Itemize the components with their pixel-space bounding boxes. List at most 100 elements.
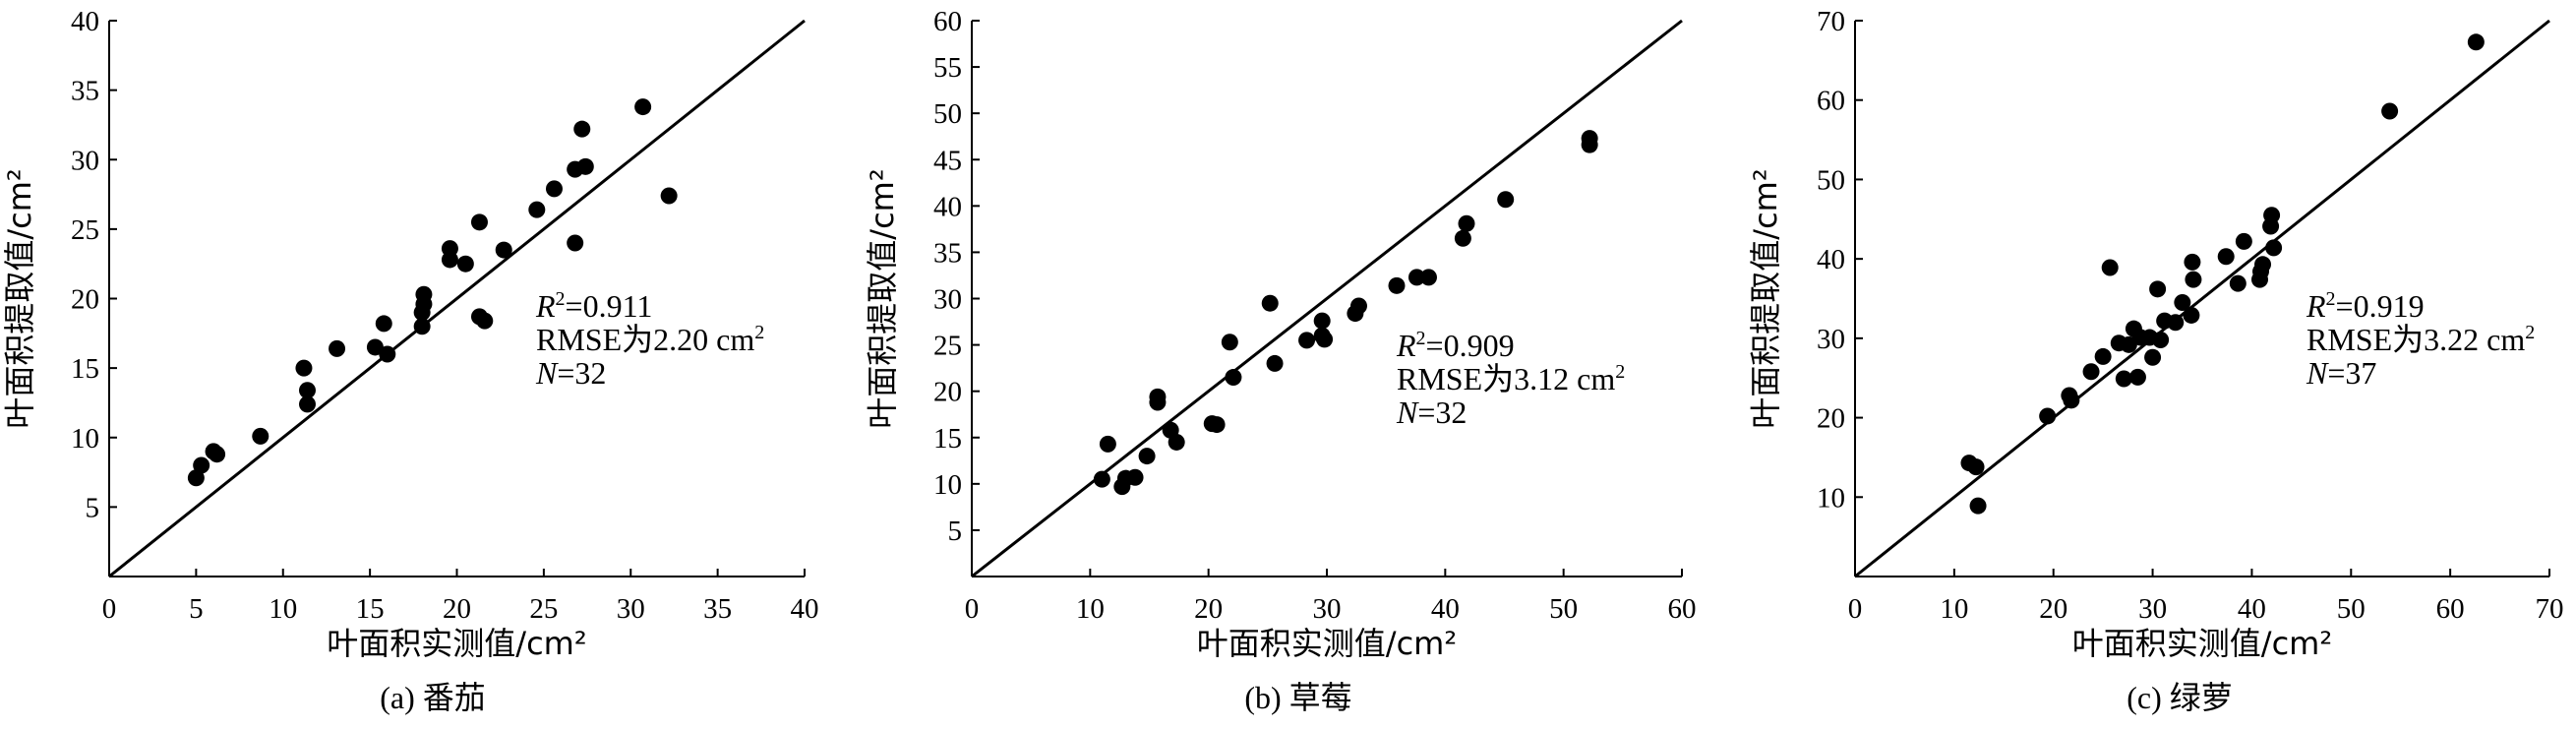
data-point bbox=[298, 395, 316, 413]
data-point bbox=[470, 213, 488, 231]
y-tick-label: 5 bbox=[86, 492, 100, 523]
data-point bbox=[1408, 269, 1425, 286]
x-tick-label: 30 bbox=[2138, 593, 2167, 625]
data-point bbox=[252, 427, 270, 445]
y-tick-label: 30 bbox=[71, 145, 99, 176]
x-tick-label: 30 bbox=[1313, 593, 1342, 625]
data-point bbox=[2265, 239, 2283, 257]
rmse-text: RMSE为3.12 cm2 bbox=[1397, 361, 1625, 396]
data-point bbox=[2115, 370, 2132, 388]
y-tick-label: 10 bbox=[71, 423, 99, 455]
n-value: =32 bbox=[1417, 395, 1467, 430]
x-tick-label: 10 bbox=[1076, 593, 1105, 625]
n-text: N=32 bbox=[1396, 395, 1467, 430]
x-tick-label: 30 bbox=[617, 593, 645, 625]
y-tick-label: 15 bbox=[933, 423, 962, 455]
y-tick-label: 55 bbox=[933, 52, 962, 84]
data-point bbox=[1298, 332, 1316, 349]
data-point bbox=[2149, 280, 2167, 298]
y-tick-label: 50 bbox=[1817, 164, 1845, 196]
data-point bbox=[2254, 256, 2272, 273]
data-point bbox=[1149, 394, 1167, 411]
x-tick-label: 40 bbox=[791, 593, 819, 625]
reference-line bbox=[108, 19, 806, 578]
x-tick-label: 0 bbox=[1848, 593, 1863, 625]
data-point bbox=[2144, 348, 2162, 366]
data-point bbox=[573, 120, 591, 138]
x-tick-label: 50 bbox=[1549, 593, 1578, 625]
data-point bbox=[1458, 214, 1475, 232]
data-point bbox=[379, 345, 396, 363]
data-point bbox=[298, 382, 316, 399]
r-squared-text: R2=0.919 bbox=[2306, 288, 2425, 324]
data-point bbox=[660, 187, 678, 205]
y-axis-title: 叶面积提取值/cm² bbox=[1747, 168, 1784, 428]
r-symbol: R bbox=[2306, 288, 2326, 324]
data-point bbox=[441, 251, 458, 269]
data-point bbox=[2063, 392, 2080, 409]
y-tick-label: 30 bbox=[1817, 324, 1845, 355]
x-tick-label: 70 bbox=[2536, 593, 2564, 625]
data-point bbox=[2174, 294, 2191, 312]
y-tick-label: 10 bbox=[1817, 482, 1845, 514]
n-symbol: N bbox=[535, 355, 559, 391]
data-point bbox=[1126, 468, 1144, 486]
rmse-text: RMSE为3.22 cm2 bbox=[2306, 322, 2535, 357]
y-tick-label: 20 bbox=[1817, 403, 1845, 435]
y-axis-title: 叶面积提取值/cm² bbox=[864, 168, 901, 428]
data-point bbox=[456, 255, 474, 273]
x-axis-title: 叶面积实测值/cm² bbox=[1197, 625, 1457, 662]
r-squared-value: =0.919 bbox=[2336, 288, 2425, 324]
y-tick-label: 5 bbox=[948, 516, 963, 547]
chart-caption: (c) 绿萝 bbox=[2127, 680, 2233, 715]
r-symbol: R bbox=[535, 288, 556, 324]
n-value: =32 bbox=[557, 355, 606, 391]
y-tick-label: 60 bbox=[1817, 86, 1845, 117]
data-point bbox=[1138, 448, 1156, 465]
y-tick-label: 35 bbox=[71, 76, 99, 107]
r-symbol: R bbox=[1396, 328, 1416, 363]
x-tick-label: 40 bbox=[1431, 593, 1460, 625]
superscript-2: 2 bbox=[754, 322, 764, 343]
data-point bbox=[2082, 363, 2100, 381]
data-point bbox=[1349, 297, 1367, 315]
data-point bbox=[495, 241, 512, 259]
data-point bbox=[295, 359, 313, 377]
y-tick-label: 30 bbox=[933, 284, 962, 316]
data-point bbox=[1099, 435, 1116, 453]
x-tick-label: 5 bbox=[189, 593, 204, 625]
data-point bbox=[1261, 294, 1279, 312]
data-point bbox=[2128, 368, 2146, 386]
superscript-2: 2 bbox=[1615, 361, 1625, 383]
y-tick-label: 35 bbox=[933, 237, 962, 269]
x-tick-label: 20 bbox=[443, 593, 471, 625]
data-point bbox=[576, 157, 594, 175]
x-tick-label: 35 bbox=[703, 593, 732, 625]
chart-caption: (a) 番茄 bbox=[380, 680, 486, 715]
x-tick-label: 60 bbox=[1668, 593, 1697, 625]
data-point bbox=[1266, 354, 1284, 372]
data-point bbox=[2101, 259, 2119, 276]
data-point bbox=[2183, 306, 2200, 324]
data-point bbox=[2217, 248, 2235, 266]
x-tick-label: 20 bbox=[1194, 593, 1223, 625]
x-tick-label: 40 bbox=[2238, 593, 2266, 625]
reference-line bbox=[1854, 19, 2550, 578]
chart-1: 0 5 10 15 20 25 30 35 40 5 10 15 20 25 30 35 40 叶面积实测值/cm… bbox=[1, 6, 819, 715]
reference-line bbox=[971, 19, 1683, 578]
y-tick-label: 40 bbox=[71, 6, 99, 37]
data-point bbox=[1221, 334, 1238, 351]
x-tick-label: 0 bbox=[965, 593, 980, 625]
y-tick-label: 70 bbox=[1817, 6, 1845, 37]
data-point bbox=[1225, 369, 1242, 387]
x-tick-label: 60 bbox=[2436, 593, 2465, 625]
data-point bbox=[2184, 253, 2201, 271]
data-point bbox=[1316, 331, 1334, 348]
data-point bbox=[1093, 470, 1110, 488]
data-point bbox=[366, 338, 384, 356]
data-point bbox=[1454, 229, 1471, 247]
chart-caption: (b) 草莓 bbox=[1244, 680, 1351, 715]
data-point bbox=[1969, 497, 1987, 515]
y-tick-label: 45 bbox=[933, 145, 962, 176]
